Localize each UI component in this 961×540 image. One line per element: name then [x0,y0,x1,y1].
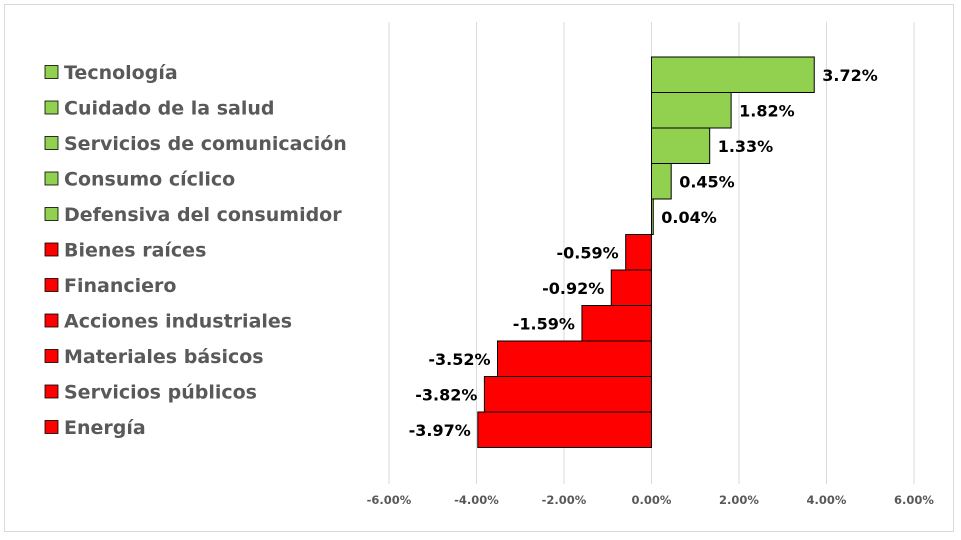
x-tick-label: 0.00% [632,493,672,507]
legend-label: Financiero [64,275,176,297]
x-tick-label: -4.00% [454,493,499,507]
legend-label: Tecnología [64,62,178,84]
data-label: -0.92% [542,279,604,298]
data-label: -0.59% [557,243,619,262]
legend-label: Servicios de comunicación [64,133,347,155]
legend-label: Materiales básicos [64,346,264,368]
data-label: -1.59% [513,314,575,333]
x-axis-tick-labels: -6.00% -4.00% -2.00% 0.00% 2.00% 4.00% 6.00% [367,493,935,507]
legend-swatch [44,420,59,434]
legend-label: Acciones industriales [64,311,292,333]
data-label: -3.52% [428,350,490,369]
bar [497,340,652,377]
bar [651,198,654,235]
legend-swatch [44,313,59,328]
legend-label: Servicios públicos [64,382,257,404]
legend-label: Cuidado de la salud [64,98,275,120]
bar [651,127,711,164]
legend: Tecnología Cuidado de la salud Servicios d… [44,62,347,439]
legend-swatch [44,278,59,292]
data-label: 3.72% [822,66,878,85]
legend-swatch [44,100,59,115]
legend-swatch [44,136,59,150]
data-label: 0.04% [661,208,717,227]
legend-swatch [44,65,59,79]
legend-label: Energía [64,417,146,439]
legend-label: Bienes raíces [64,240,206,262]
x-tick-label: -6.00% [367,493,412,507]
bar [610,269,652,306]
bar [651,92,732,129]
x-tick-label: 2.00% [719,493,759,507]
bar [651,163,672,200]
gridlines [388,22,915,484]
bars [477,56,815,448]
bar [651,56,815,93]
legend-label: Defensiva del consumidor [64,204,342,226]
data-label: 0.45% [679,172,735,191]
bar [581,305,652,342]
x-tick-label: -2.00% [542,493,587,507]
data-label: 1.33% [718,137,774,156]
legend-swatch [44,349,59,363]
data-label: -3.97% [409,421,471,440]
legend-label: Consumo cíclico [64,169,235,191]
data-labels: 3.72% 1.82% 1.33% 0.45% 0.04% -0.59% -0.92% -1.… [409,66,878,440]
data-label: -3.82% [415,385,477,404]
x-tick-label: 6.00% [894,493,934,507]
legend-swatch [44,207,59,221]
bar [483,376,652,413]
data-label: 1.82% [739,101,795,120]
legend-swatch [44,171,59,186]
bar [477,411,652,448]
x-tick-label: 4.00% [807,493,847,507]
legend-swatch [44,242,59,257]
legend-swatch [44,384,59,399]
bar [625,234,652,271]
